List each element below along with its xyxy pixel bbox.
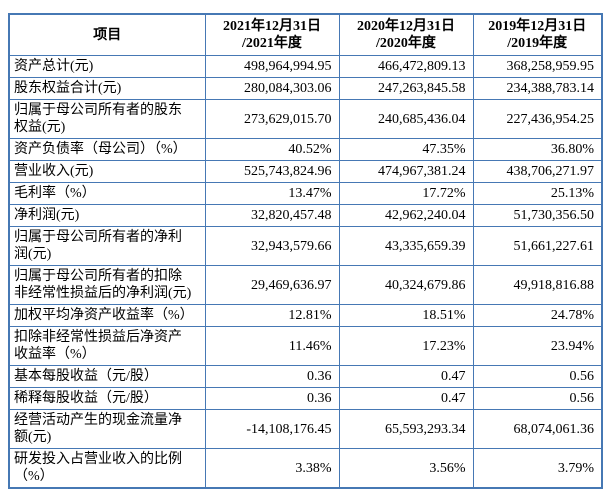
row-value: 280,084,303.06 (204, 77, 340, 100)
row-value: 36.80% (472, 138, 603, 161)
row-value: 29,469,636.97 (204, 265, 340, 305)
header-period-2021: 2021年12月31日 /2021年度 (204, 13, 340, 56)
row-value: 273,629,015.70 (204, 99, 340, 139)
header-period-2020: 2020年12月31日 /2020年度 (338, 13, 474, 56)
row-value: 25.13% (472, 182, 603, 205)
row-value: 43,335,659.39 (338, 226, 474, 266)
row-value: 23.94% (472, 326, 603, 366)
row-value: 3.56% (338, 448, 474, 489)
table-row: 资产总计(元) 498,964,994.95 466,472,809.13 368,2… (8, 55, 603, 78)
row-label: 经营活动产生的现金流量净 额(元) (8, 409, 206, 449)
row-value: 0.47 (338, 365, 474, 388)
row-value: -14,108,176.45 (204, 409, 340, 449)
table-body: 资产总计(元) 498,964,994.95 466,472,809.13 368,2… (8, 55, 603, 489)
header-item: 项目 (8, 13, 206, 56)
table-row: 归属于母公司所有者的股东 权益(元) 273,629,015.70 240,685,… (8, 99, 603, 139)
table-row: 归属于母公司所有者的净利 润(元) 32,943,579.66 43,335,659… (8, 226, 603, 266)
row-value: 0.56 (472, 387, 603, 410)
row-label: 资产负债率（母公司）（%） (8, 138, 206, 161)
row-label: 归属于母公司所有者的股东 权益(元) (8, 99, 206, 139)
row-value: 12.81% (204, 304, 340, 327)
row-value: 234,388,783.14 (472, 77, 603, 100)
row-value: 24.78% (472, 304, 603, 327)
row-value: 240,685,436.04 (338, 99, 474, 139)
table-row: 股东权益合计(元) 280,084,303.06 247,263,845.58 234… (8, 77, 603, 100)
row-label: 研发投入占营业收入的比例 （%） (8, 448, 206, 489)
row-value: 3.79% (472, 448, 603, 489)
row-label: 资产总计(元) (8, 55, 206, 78)
row-value: 474,967,381.24 (338, 160, 474, 183)
table-row: 经营活动产生的现金流量净 额(元) -14,108,176.45 65,593,29… (8, 409, 603, 449)
header-row: 项目 2021年12月31日 /2021年度 2020年12月31日 /2020… (8, 13, 603, 56)
row-value: 65,593,293.34 (338, 409, 474, 449)
table-row: 研发投入占营业收入的比例 （%） 3.38% 3.56% 3.79% (8, 448, 603, 489)
row-value: 525,743,824.96 (204, 160, 340, 183)
row-value: 18.51% (338, 304, 474, 327)
row-value: 51,661,227.61 (472, 226, 603, 266)
row-value: 0.36 (204, 365, 340, 388)
row-value: 0.56 (472, 365, 603, 388)
row-value: 17.72% (338, 182, 474, 205)
row-value: 17.23% (338, 326, 474, 366)
header-period-2019: 2019年12月31日 /2019年度 (472, 13, 603, 56)
table-row: 归属于母公司所有者的扣除 非经常性损益后的净利润(元) 29,469,636.97… (8, 265, 603, 305)
financial-summary-table: 项目 2021年12月31日 /2021年度 2020年12月31日 /2020… (8, 13, 603, 489)
row-value: 49,918,816.88 (472, 265, 603, 305)
row-label: 基本每股收益（元/股） (8, 365, 206, 388)
table-row: 加权平均净资产收益率（%） 12.81% 18.51% 24.78% (8, 304, 603, 327)
row-value: 368,258,959.95 (472, 55, 603, 78)
row-value: 3.38% (204, 448, 340, 489)
row-value: 498,964,994.95 (204, 55, 340, 78)
row-value: 466,472,809.13 (338, 55, 474, 78)
row-label: 扣除非经常性损益后净资产 收益率（%） (8, 326, 206, 366)
row-label: 归属于母公司所有者的扣除 非经常性损益后的净利润(元) (8, 265, 206, 305)
row-value: 227,436,954.25 (472, 99, 603, 139)
table-row: 营业收入(元) 525,743,824.96 474,967,381.24 438,7… (8, 160, 603, 183)
row-value: 32,820,457.48 (204, 204, 340, 227)
table-header: 项目 2021年12月31日 /2021年度 2020年12月31日 /2020… (8, 13, 603, 56)
row-value: 51,730,356.50 (472, 204, 603, 227)
table-row: 资产负债率（母公司）（%） 40.52% 47.35% 36.80% (8, 138, 603, 161)
table-row: 基本每股收益（元/股） 0.36 0.47 0.56 (8, 365, 603, 388)
row-value: 438,706,271.97 (472, 160, 603, 183)
row-label: 营业收入(元) (8, 160, 206, 183)
row-value: 40,324,679.86 (338, 265, 474, 305)
table-row: 净利润(元) 32,820,457.48 42,962,240.04 51,730,3… (8, 204, 603, 227)
row-label: 稀释每股收益（元/股） (8, 387, 206, 410)
row-value: 68,074,061.36 (472, 409, 603, 449)
row-label: 股东权益合计(元) (8, 77, 206, 100)
row-label: 归属于母公司所有者的净利 润(元) (8, 226, 206, 266)
row-label: 加权平均净资产收益率（%） (8, 304, 206, 327)
row-value: 40.52% (204, 138, 340, 161)
row-value: 0.47 (338, 387, 474, 410)
row-value: 32,943,579.66 (204, 226, 340, 266)
row-value: 47.35% (338, 138, 474, 161)
row-value: 0.36 (204, 387, 340, 410)
row-value: 247,263,845.58 (338, 77, 474, 100)
row-value: 13.47% (204, 182, 340, 205)
row-label: 毛利率（%） (8, 182, 206, 205)
row-value: 11.46% (204, 326, 340, 366)
table-row: 扣除非经常性损益后净资产 收益率（%） 11.46% 17.23% 23.94% (8, 326, 603, 366)
row-label: 净利润(元) (8, 204, 206, 227)
table-row: 稀释每股收益（元/股） 0.36 0.47 0.56 (8, 387, 603, 410)
table-row: 毛利率（%） 13.47% 17.72% 25.13% (8, 182, 603, 205)
row-value: 42,962,240.04 (338, 204, 474, 227)
